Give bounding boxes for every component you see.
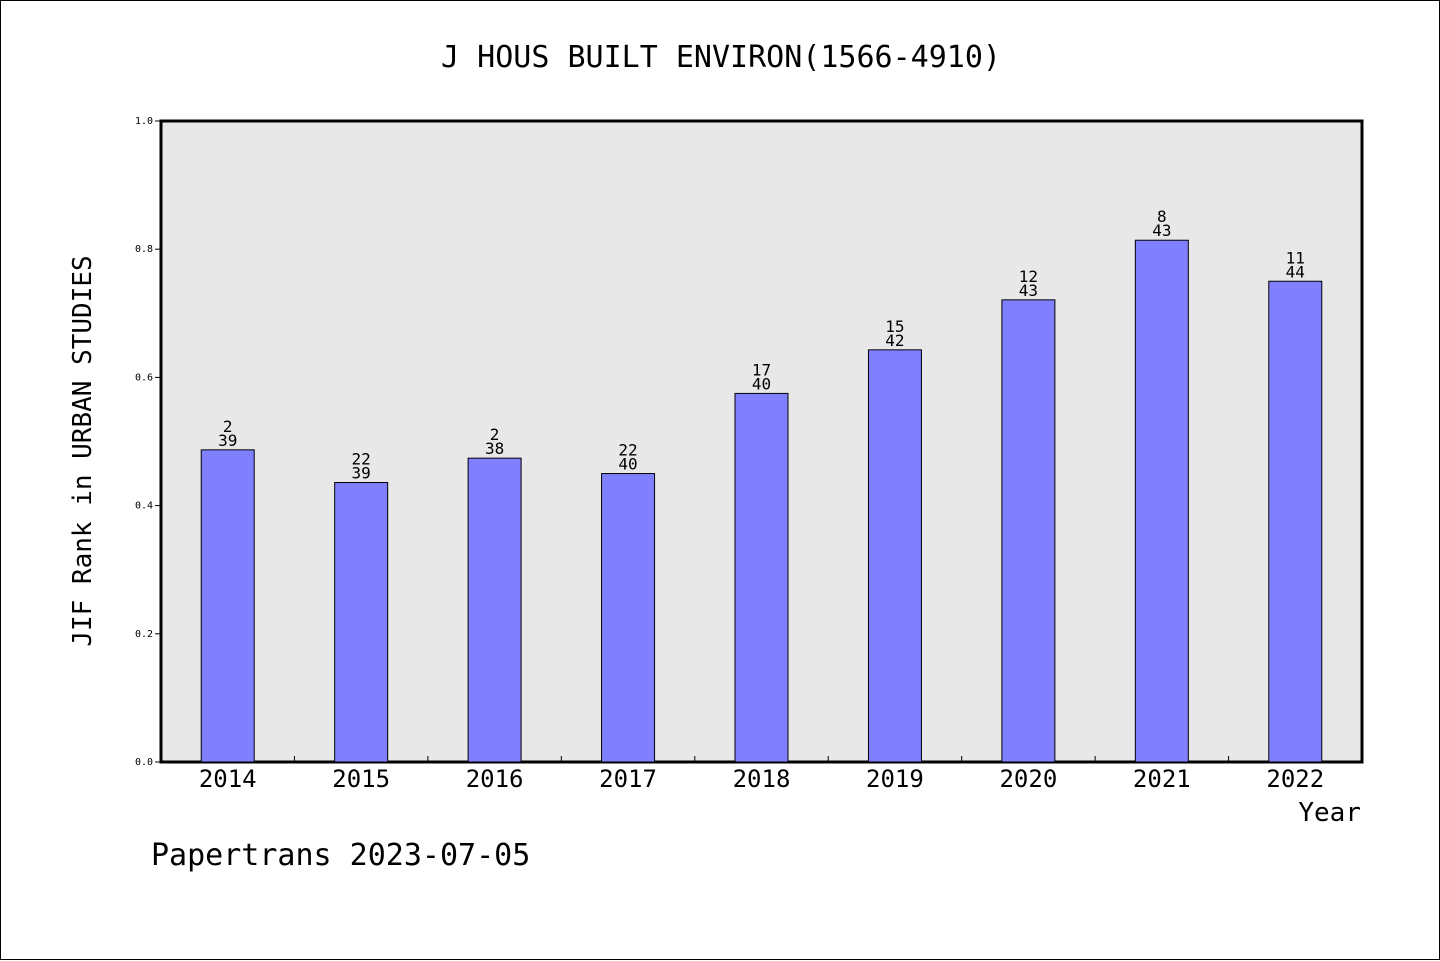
- x-axis: 2014 2015 2016 2017 2018 2019 2020 2021 2022: [199, 756, 1324, 793]
- bar-label-rank: 2: [490, 425, 500, 444]
- x-tick-label: 2020: [999, 765, 1057, 793]
- bar-label-rank: 2: [223, 417, 233, 436]
- bar-2015: [334, 482, 389, 763]
- bar-2018: [734, 392, 789, 763]
- x-axis-label: Year: [1298, 798, 1361, 828]
- bar-label-rank: 15: [885, 317, 904, 336]
- bar-label-total: 40: [752, 374, 771, 393]
- bar-label-total: 42: [885, 331, 904, 350]
- bar-label-total: 43: [1152, 221, 1171, 240]
- bar-label-total: 44: [1286, 262, 1305, 281]
- y-axis-label: JIF Rank in URBAN STUDIES: [68, 255, 98, 646]
- y-tick-label: 0.4: [135, 501, 153, 512]
- footer-credit: Papertrans 2023-07-05: [151, 838, 530, 873]
- y-tick-label: 0.0: [135, 757, 153, 768]
- bar-label-total: 43: [1019, 281, 1038, 300]
- x-tick-label: 2021: [1133, 765, 1191, 793]
- bar-label-rank: 12: [1019, 267, 1038, 286]
- bar-2021: [1134, 239, 1189, 763]
- bar-label-rank: 8: [1157, 207, 1167, 226]
- x-tick-label: 2015: [332, 765, 390, 793]
- x-tick-label: 2014: [199, 765, 257, 793]
- bar-2019: [867, 349, 922, 763]
- y-axis: 0.0 0.2 0.4 0.6 0.8 1.0: [135, 116, 161, 768]
- bar-label-total: 38: [485, 439, 504, 458]
- x-tick-label: 2018: [733, 765, 791, 793]
- x-tick-label: 2016: [466, 765, 524, 793]
- bar-label-rank: 17: [752, 360, 771, 379]
- bar-2016: [467, 457, 522, 763]
- bar-label-total: 39: [352, 464, 371, 483]
- x-tick-label: 2022: [1266, 765, 1324, 793]
- bar-2017: [601, 473, 656, 763]
- bar-label-total: 39: [218, 431, 237, 450]
- y-tick-label: 0.8: [135, 244, 153, 255]
- bar-2014: [200, 449, 255, 763]
- x-tick-label: 2017: [599, 765, 657, 793]
- y-tick-label: 0.2: [135, 629, 153, 640]
- bar-label-rank: 11: [1286, 248, 1305, 267]
- bar-2022: [1268, 280, 1323, 763]
- y-tick-label: 1.0: [135, 116, 153, 127]
- x-tick-label: 2019: [866, 765, 924, 793]
- bar-2020: [1001, 299, 1056, 763]
- bar-label-rank: 22: [352, 450, 371, 469]
- y-tick-label: 0.6: [135, 372, 153, 383]
- bar-label-total: 40: [618, 455, 637, 474]
- bar-label-rank: 22: [618, 441, 637, 460]
- chart-title: J HOUS BUILT ENVIRON(1566-4910): [441, 40, 1001, 75]
